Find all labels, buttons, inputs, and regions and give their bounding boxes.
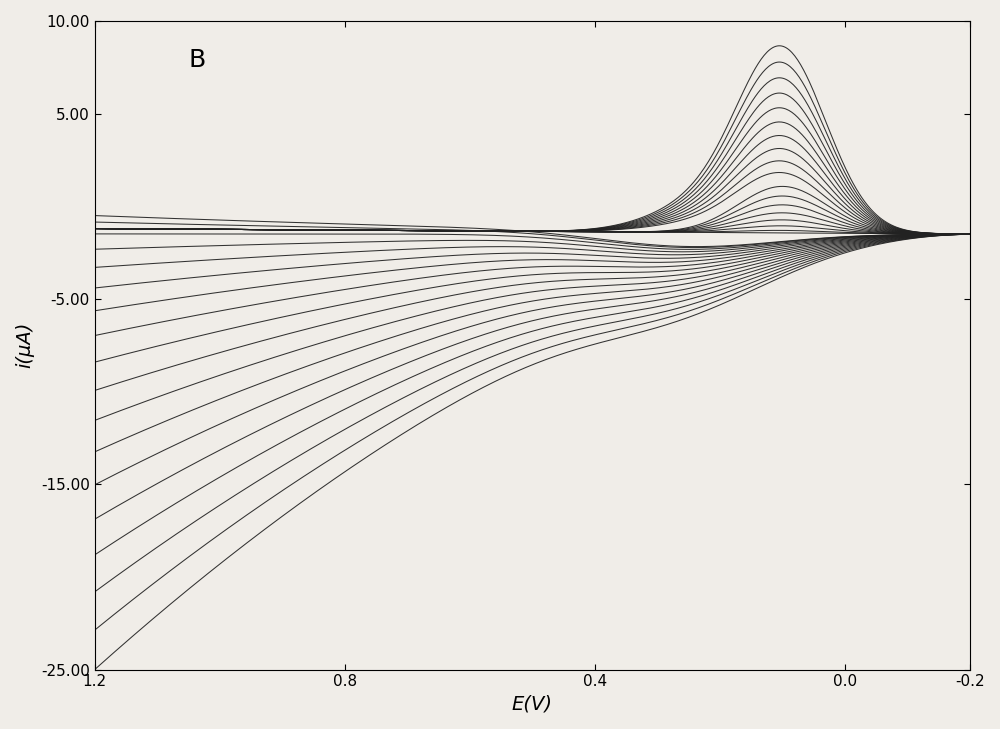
Y-axis label: i(μA): i(μA)	[15, 322, 34, 368]
X-axis label: E(V): E(V)	[512, 695, 553, 714]
Text: B: B	[188, 48, 206, 72]
